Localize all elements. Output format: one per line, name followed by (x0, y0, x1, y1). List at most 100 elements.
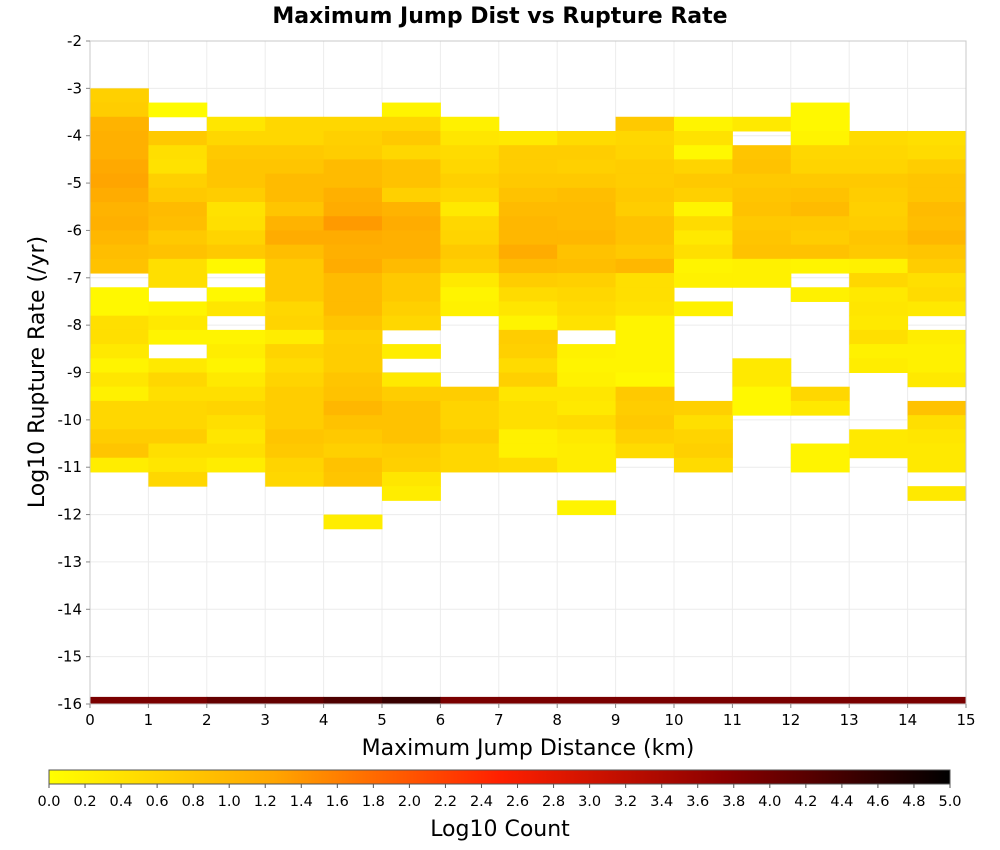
heatmap-cell (615, 443, 675, 459)
x-tick-label: 7 (494, 711, 504, 729)
heatmap-cell (674, 244, 733, 260)
heatmap-cell (498, 230, 558, 246)
heatmap-cell (382, 372, 441, 388)
heatmap-cell-bottom (90, 696, 149, 704)
heatmap-cell (265, 400, 325, 416)
heatmap-cell (265, 415, 325, 430)
heatmap-cell (732, 202, 792, 217)
heatmap-cell (674, 187, 733, 203)
y-axis-ticks: -2 -3 -4 -5 -6 -7 -8 -9 -10 -11 -12 -13 -14 -15 -16 (58, 32, 90, 713)
heatmap-cell (907, 429, 967, 445)
heatmap-cell (615, 287, 675, 302)
heatmap-cell (849, 145, 909, 160)
heatmap-cell (849, 130, 909, 146)
heatmap-cell (382, 443, 441, 459)
heatmap-cell (323, 514, 383, 530)
heatmap-cell (615, 372, 675, 388)
heatmap-cell (206, 301, 266, 317)
heatmap-cell (790, 130, 850, 146)
heatmap-cell (265, 372, 325, 388)
heatmap-cell (90, 130, 149, 146)
heatmap-cell (557, 202, 617, 217)
heatmap-cell (323, 187, 383, 203)
heatmap-cell (148, 400, 208, 416)
heatmap-cell-bottom (674, 696, 733, 704)
colorbar-tick-label: 0.0 (37, 794, 60, 810)
heatmap-cell (615, 173, 675, 189)
heatmap-cell (790, 159, 850, 175)
x-tick-label: 15 (956, 711, 975, 729)
heatmap-cell (615, 130, 675, 146)
x-axis-ticks: 0 1 2 3 4 5 6 7 8 9 10 11 12 13 14 15 (85, 704, 976, 729)
heatmap-cell (557, 130, 617, 146)
heatmap-cell (907, 244, 967, 260)
heatmap-cell (790, 244, 850, 260)
heatmap-cell (498, 329, 558, 345)
colorbar-tick-label: 5.0 (938, 794, 961, 810)
heatmap-cell (615, 216, 675, 231)
heatmap-cell (323, 216, 383, 231)
heatmap-cell (382, 244, 441, 260)
heatmap-cell (382, 187, 441, 203)
heatmap-cell (498, 287, 558, 302)
heatmap-cell (382, 344, 441, 359)
heatmap-cell (557, 159, 617, 175)
heatmap-cell (498, 258, 558, 274)
heatmap-cell (615, 400, 675, 416)
heatmap-cell (674, 145, 733, 160)
heatmap-cell (790, 443, 850, 459)
heatmap-cell (206, 415, 266, 430)
heatmap-cell (498, 372, 558, 388)
heatmap-cell (498, 244, 558, 260)
heatmap-cell (732, 187, 792, 203)
heatmap-cell (615, 258, 675, 274)
heatmap-cell (323, 173, 383, 189)
heatmap-cell (206, 400, 266, 416)
heatmap-cell (498, 315, 558, 331)
heatmap-cell (790, 287, 850, 302)
heatmap-cell (790, 116, 850, 132)
x-tick-label: 12 (781, 711, 800, 729)
heatmap-cell (148, 329, 208, 345)
heatmap-cell (557, 500, 617, 516)
heatmap-cell (323, 301, 383, 317)
heatmap-cell-bottom (265, 696, 325, 704)
heatmap-cell (148, 457, 208, 473)
colorbar-tick-label: 0.6 (146, 794, 169, 810)
heatmap-cell (440, 159, 500, 175)
heatmap-cell (90, 329, 149, 345)
heatmap-cell (90, 457, 149, 473)
heatmap-cell (440, 443, 500, 459)
heatmap-cell (206, 202, 266, 217)
colorbar-tick-label: 0.8 (182, 794, 205, 810)
heatmap-cell (265, 230, 325, 246)
heatmap-cell (382, 415, 441, 430)
heatmap-cell (674, 258, 733, 274)
heatmap-cell (674, 202, 733, 217)
heatmap-cell (265, 287, 325, 302)
colorbar (48, 769, 951, 785)
heatmap-cell (498, 159, 558, 175)
y-tick-label: -4 (67, 127, 82, 145)
heatmap-cell (206, 344, 266, 359)
heatmap-cell (323, 315, 383, 331)
heatmap-cell (557, 230, 617, 246)
heatmap-cell (90, 400, 149, 416)
colorbar-tick-label: 2.6 (506, 794, 529, 810)
heatmap-cell (148, 244, 208, 260)
heatmap-cell (265, 429, 325, 445)
heatmap-cell (849, 287, 909, 302)
heatmap-cell (907, 187, 967, 203)
heatmap-cell (849, 173, 909, 189)
heatmap-cell (148, 187, 208, 203)
heatmap-cell (206, 329, 266, 345)
heatmap-cell (323, 358, 383, 373)
heatmap-cell (382, 471, 441, 487)
heatmap-cell (498, 386, 558, 402)
heatmap-cell (732, 159, 792, 175)
heatmap-cell (732, 386, 792, 402)
heatmap-cell (90, 358, 149, 373)
heatmap-cell (148, 358, 208, 373)
heatmap-cell (674, 230, 733, 246)
colorbar-tick-label: 1.4 (290, 794, 313, 810)
